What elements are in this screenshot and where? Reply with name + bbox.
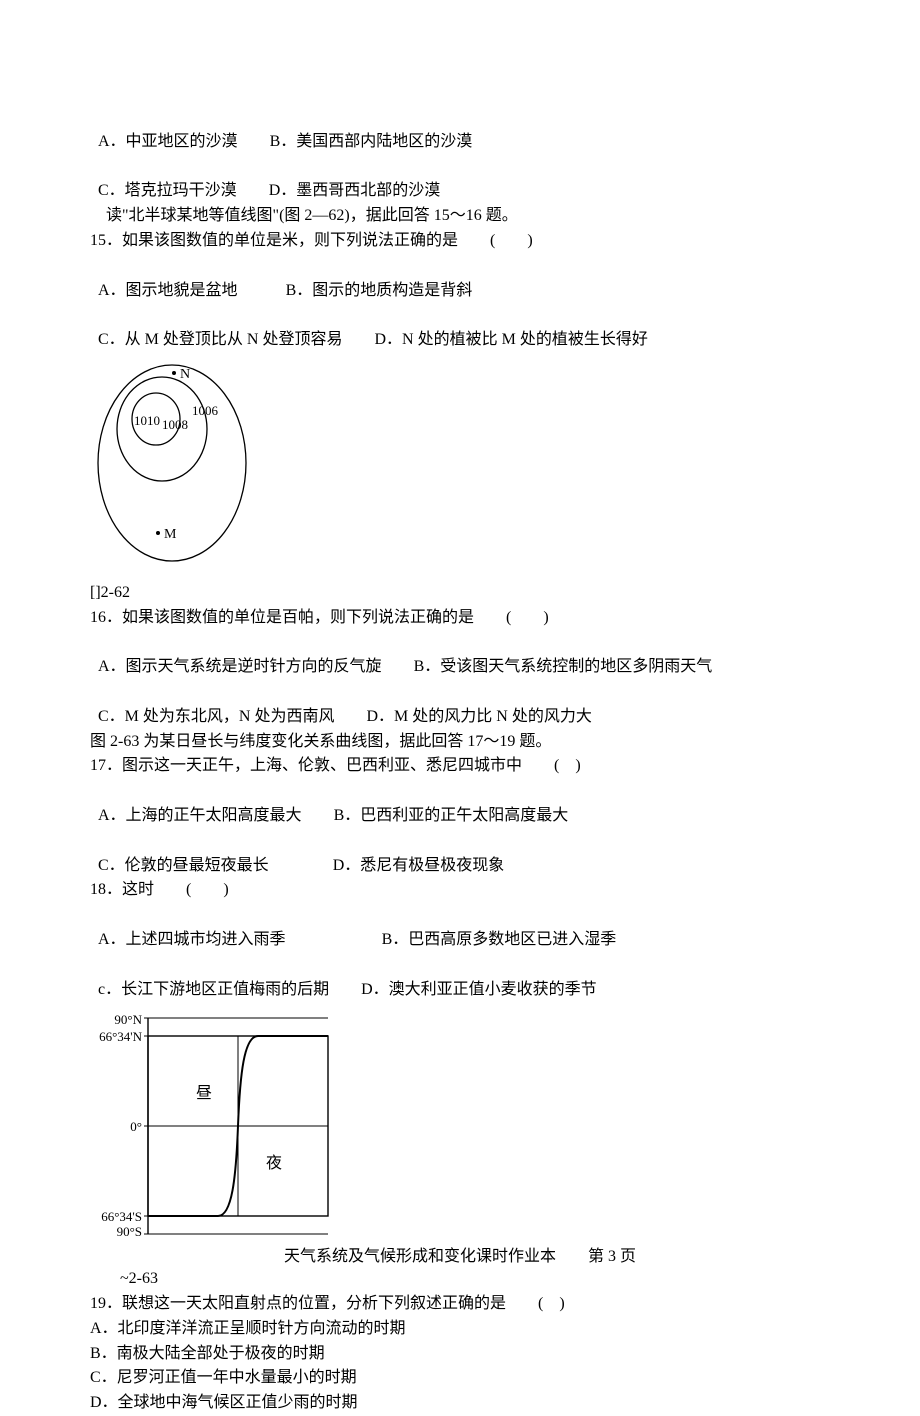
label-m: M	[164, 527, 177, 542]
q16-row-ab: A．图示天气系统是逆时针方向的反气旋 B．受该图天气系统控制的地区多阴雨天气	[90, 630, 830, 680]
q15-row-ab: A．图示地貌是盆地 B．图示的地质构造是背斜	[90, 254, 830, 304]
q18-stem: 18．这时 ( )	[90, 878, 830, 903]
q17-opt-a: A．上海的正午太阳高度最大	[98, 807, 302, 824]
label-1008: 1008	[162, 417, 188, 432]
ylabel-6634s: 66°34'S	[101, 1209, 142, 1224]
q14-opt-c: C．塔克拉玛干沙漠	[98, 182, 237, 199]
q18-opt-c: c．长江下游地区正值梅雨的后期	[98, 981, 329, 998]
label-1006: 1006	[192, 403, 219, 418]
q17-row-ab: A．上海的正午太阳高度最大 B．巴西利亚的正午太阳高度最大	[90, 779, 830, 829]
q19-opt-b: B．南极大陆全部处于极夜的时期	[90, 1342, 830, 1367]
q14-opt-d: D．墨西哥西北部的沙漠	[269, 182, 441, 199]
q15-opt-d: D．N 处的植被比 M 处的植被生长得好	[374, 331, 647, 348]
q17-stem: 17．图示这一天正午，上海、伦敦、巴西利亚、悉尼四城市中 ( )	[90, 754, 830, 779]
q16-opt-a: A．图示天气系统是逆时针方向的反气旋	[98, 658, 382, 675]
q16-row-cd: C．M 处为东北风，N 处为西南风 D．M 处的风力比 N 处的风力大	[90, 680, 830, 730]
q16-stem: 16．如果该图数值的单位是百帕，则下列说法正确的是 ( )	[90, 606, 830, 631]
fig263-caption: ~2-63	[90, 1267, 830, 1292]
label-day: 昼	[196, 1084, 212, 1102]
figure-2-62: N M 1010 1008 1006	[90, 363, 830, 577]
q18-opt-d: D．澳大利亚正值小麦收获的季节	[361, 981, 597, 998]
q14-opt-b: B．美国西部内陆地区的沙漠	[270, 133, 473, 150]
intro-15-16: 读"北半球某地等值线图"(图 2—62)，据此回答 15～16 题。	[90, 204, 830, 229]
q19-opt-c: C．尼罗河正值一年中水量最小的时期	[90, 1366, 830, 1391]
day-length-chart-svg: 90°N 66°34'N 0° 66°34'S 90°S 昼	[90, 1008, 350, 1258]
q16-opt-c: C．M 处为东北风，N 处为西南风	[98, 708, 334, 725]
q17-opt-c: C．伦敦的昼最短夜最长	[98, 857, 269, 874]
ylabel-90n: 90°N	[114, 1012, 142, 1027]
contour-map-svg: N M 1010 1008 1006	[90, 363, 260, 568]
page-footer: 天气系统及气候形成和变化课时作业本 第 3 页	[0, 1245, 920, 1270]
ylabel-6634n: 66°34'N	[99, 1029, 143, 1044]
ylabel-90s: 90°S	[117, 1224, 142, 1239]
q18-row-ab: A．上述四城市均进入雨季 B．巴西高原多数地区已进入湿季	[90, 903, 830, 953]
q15-opt-b: B．图示的地质构造是背斜	[286, 282, 473, 299]
q14-opt-a: A．中亚地区的沙漠	[98, 133, 238, 150]
intro-17-19: 图 2-63 为某日昼长与纬度变化关系曲线图，据此回答 17～19 题。	[90, 730, 830, 755]
label-n: N	[180, 367, 190, 382]
q18-opt-b: B．巴西高原多数地区已进入湿季	[382, 931, 617, 948]
q15-opt-a: A．图示地貌是盆地	[98, 282, 238, 299]
ylabel-0: 0°	[130, 1119, 142, 1134]
label-1010: 1010	[134, 413, 160, 428]
q18-row-cd: c．长江下游地区正值梅雨的后期 D．澳大利亚正值小麦收获的季节	[90, 953, 830, 1003]
q19-stem: 19．联想这一天太阳直射点的位置，分析下列叙述正确的是 ( )	[90, 1292, 830, 1317]
q16-opt-d: D．M 处的风力比 N 处的风力大	[366, 708, 591, 725]
q16-opt-b: B．受该图天气系统控制的地区多阴雨天气	[414, 658, 713, 675]
fig262-caption: []2-62	[90, 581, 830, 606]
q14-row-ab: A．中亚地区的沙漠 B．美国西部内陆地区的沙漠	[90, 105, 830, 155]
q19-opt-d: D．全球地中海气候区正值少雨的时期	[90, 1391, 830, 1416]
q15-opt-c: C．从 M 处登顶比从 N 处登顶容易	[98, 331, 342, 348]
q17-row-cd: C．伦敦的昼最短夜最长 D．悉尼有极昼极夜现象	[90, 829, 830, 879]
q17-opt-b: B．巴西利亚的正午太阳高度最大	[334, 807, 569, 824]
q19-opt-a: A．北印度洋洋流正呈顺时针方向流动的时期	[90, 1317, 830, 1342]
label-night: 夜	[266, 1154, 282, 1172]
q15-row-cd: C．从 M 处登顶比从 N 处登顶容易 D．N 处的植被比 M 处的植被生长得好	[90, 303, 830, 353]
q15-stem: 15．如果该图数值的单位是米，则下列说法正确的是 ( )	[90, 229, 830, 254]
figure-2-63: 90°N 66°34'N 0° 66°34'S 90°S 昼	[90, 1008, 830, 1267]
q14-row-cd: C．塔克拉玛干沙漠 D．墨西哥西北部的沙漠	[90, 155, 830, 205]
q17-opt-d: D．悉尼有极昼极夜现象	[333, 857, 505, 874]
q18-opt-a: A．上述四城市均进入雨季	[98, 931, 286, 948]
